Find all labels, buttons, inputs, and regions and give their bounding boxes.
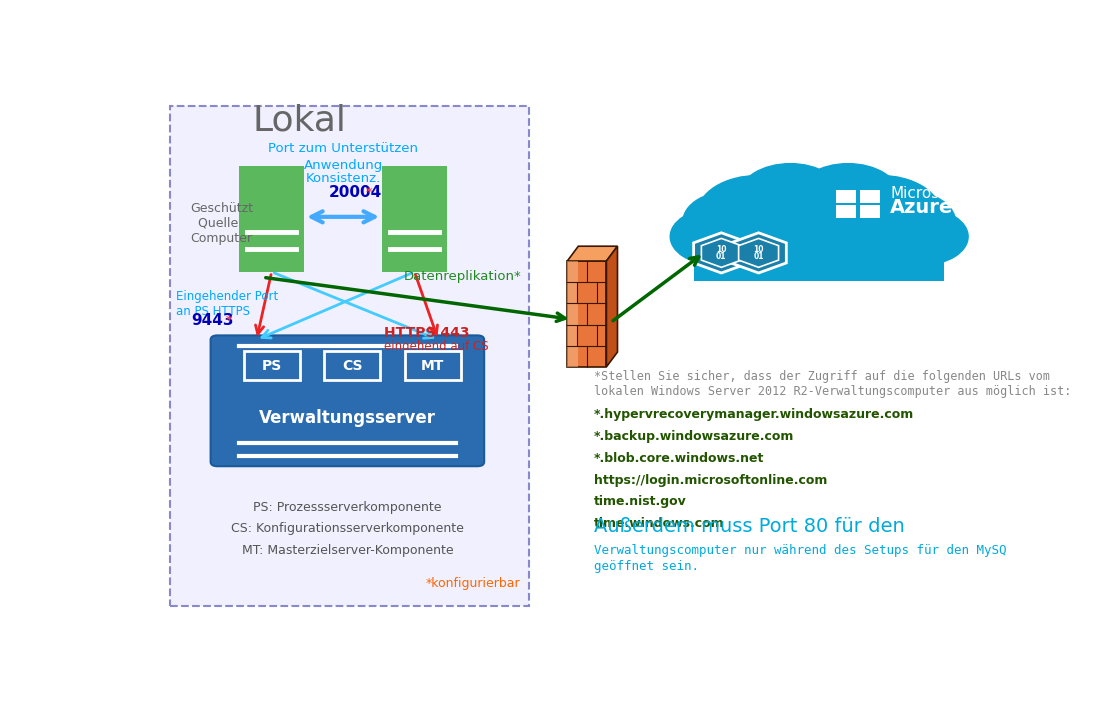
FancyBboxPatch shape <box>170 106 529 606</box>
FancyBboxPatch shape <box>324 350 380 381</box>
Text: 01: 01 <box>753 252 764 261</box>
Circle shape <box>878 209 968 264</box>
FancyBboxPatch shape <box>211 336 484 466</box>
Text: time.windows.com: time.windows.com <box>594 517 725 530</box>
Text: PS: Prozessserverkomponente: PS: Prozessserverkomponente <box>254 501 441 514</box>
Text: CS: Konfigurationsserverkomponente: CS: Konfigurationsserverkomponente <box>231 522 464 536</box>
Polygon shape <box>694 233 750 273</box>
Text: eingehend auf CS: eingehend auf CS <box>384 340 488 352</box>
FancyBboxPatch shape <box>239 166 304 272</box>
Text: *konfigurierbar: *konfigurierbar <box>426 577 521 590</box>
Text: Verwaltungsserver: Verwaltungsserver <box>259 410 436 427</box>
Text: *Stellen Sie sicher, dass der Zugriff auf die folgenden URLs vom: *Stellen Sie sicher, dass der Zugriff au… <box>594 370 1050 384</box>
Text: *.blob.core.windows.net: *.blob.core.windows.net <box>594 452 764 465</box>
Text: Konsistenz.: Konsistenz. <box>305 172 381 185</box>
Text: lokalen Windows Server 2012 R2-Verwaltungscomputer aus möglich ist:: lokalen Windows Server 2012 R2-Verwaltun… <box>594 385 1071 398</box>
FancyBboxPatch shape <box>244 350 299 381</box>
Text: *.hypervrecoverymanager.windowsazure.com: *.hypervrecoverymanager.windowsazure.com <box>594 408 915 422</box>
Polygon shape <box>567 246 618 261</box>
Text: Lokal: Lokal <box>252 104 346 137</box>
Text: 01: 01 <box>716 252 727 261</box>
Text: https://login.microsoftonline.com: https://login.microsoftonline.com <box>594 474 828 486</box>
Text: Azure: Azure <box>890 197 954 216</box>
Polygon shape <box>731 233 786 273</box>
Circle shape <box>684 191 780 252</box>
Text: Eingehender Port
an PS HTTPS: Eingehender Port an PS HTTPS <box>176 290 278 319</box>
Text: 10: 10 <box>716 245 727 254</box>
Circle shape <box>859 191 955 252</box>
Polygon shape <box>738 238 779 267</box>
Circle shape <box>739 164 841 228</box>
Text: MT: Masterzielserver-Komponente: MT: Masterzielserver-Komponente <box>241 544 454 557</box>
Circle shape <box>796 164 899 228</box>
FancyBboxPatch shape <box>567 261 607 367</box>
Text: *.backup.windowsazure.com: *.backup.windowsazure.com <box>594 430 794 443</box>
FancyBboxPatch shape <box>860 190 880 203</box>
Text: time.nist.gov: time.nist.gov <box>594 496 687 508</box>
Text: Datenreplikation*: Datenreplikation* <box>403 270 522 283</box>
Text: CS: CS <box>342 359 362 372</box>
FancyBboxPatch shape <box>695 217 944 281</box>
FancyBboxPatch shape <box>837 205 857 218</box>
Text: Außerdem muss Port 80 für den: Außerdem muss Port 80 für den <box>594 517 905 537</box>
FancyBboxPatch shape <box>837 190 857 203</box>
Text: Microsoft: Microsoft <box>890 187 960 202</box>
FancyBboxPatch shape <box>860 205 880 218</box>
Text: Speicherblob: Speicherblob <box>699 281 781 294</box>
Polygon shape <box>607 246 618 367</box>
Text: MT: MT <box>421 359 445 372</box>
Text: PS: PS <box>261 359 281 372</box>
Text: Anwendung: Anwendung <box>304 159 383 172</box>
Text: 9443: 9443 <box>192 313 235 328</box>
Text: Geschützt
  Quelle
Computer: Geschützt Quelle Computer <box>190 202 252 245</box>
Text: Port zum Unterstützen: Port zum Unterstützen <box>268 142 418 156</box>
Text: *: * <box>226 314 232 327</box>
Polygon shape <box>567 261 579 367</box>
Text: geöffnet sein.: geöffnet sein. <box>594 560 699 573</box>
Text: *: * <box>365 186 372 199</box>
Circle shape <box>819 176 941 252</box>
Circle shape <box>739 173 899 274</box>
FancyBboxPatch shape <box>404 350 461 381</box>
Text: 10: 10 <box>753 245 764 254</box>
Circle shape <box>697 176 819 252</box>
Polygon shape <box>701 238 742 267</box>
Text: Verwaltungscomputer nur während des Setups für den MySQ: Verwaltungscomputer nur während des Setu… <box>594 544 1006 557</box>
Circle shape <box>670 209 760 264</box>
Text: 20004: 20004 <box>328 185 382 200</box>
Text: HTTPS 443: HTTPS 443 <box>384 326 469 340</box>
FancyBboxPatch shape <box>382 166 447 272</box>
